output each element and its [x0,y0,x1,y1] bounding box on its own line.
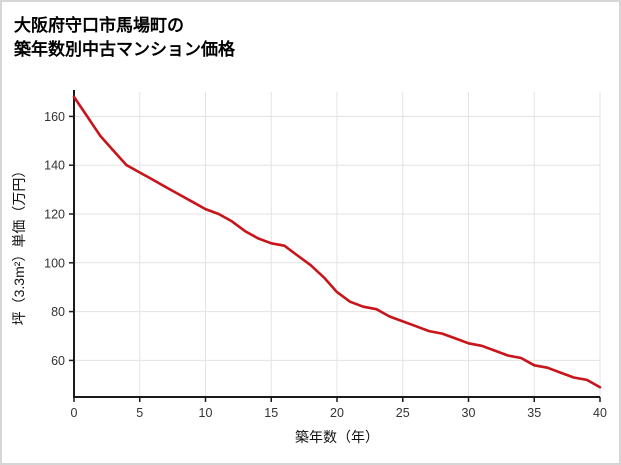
x-tick-label: 35 [527,406,541,420]
y-tick-label: 160 [44,110,65,124]
x-tick-label: 5 [136,406,143,420]
x-tick-label: 15 [264,406,278,420]
y-tick-label: 80 [51,305,65,319]
chart-title: 大阪府守口市馬場町の 築年数別中古マンション価格 [14,16,235,59]
y-axis-label: 坪（3.3m²）単価（万円） [11,164,27,326]
y-tick-label: 120 [44,208,65,222]
y-tick-label: 100 [44,256,65,270]
x-tick-label: 30 [462,406,476,420]
x-tick-label: 40 [593,406,607,420]
x-axis-label: 築年数（年） [295,429,379,445]
x-tick-label: 10 [199,406,213,420]
price-line [72,95,602,389]
x-tick-label: 0 [71,406,78,420]
x-tick-label: 20 [330,406,344,420]
y-tick-label: 140 [44,159,65,173]
x-tick-label: 25 [396,406,410,420]
y-tick-label: 60 [51,354,65,368]
